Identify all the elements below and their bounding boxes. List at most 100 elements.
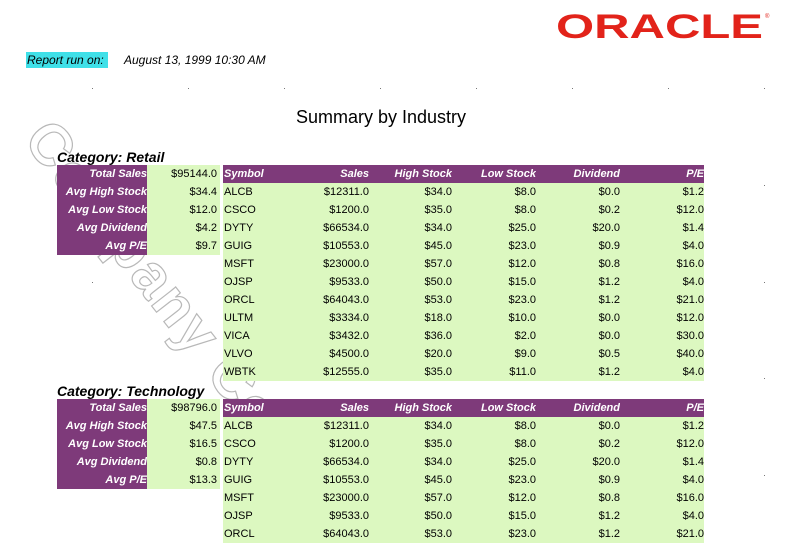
summary-row: Avg Low Stock $12.0 <box>57 201 220 219</box>
table-row: GUIG $10553.0 $45.0 $23.0 $0.9 $4.0 <box>223 237 704 255</box>
table-cell: OJSP <box>224 276 253 288</box>
column-header: Symbol <box>224 168 264 180</box>
table-cell: $34.0 <box>424 456 452 468</box>
table-row: ALCB $12311.0 $34.0 $8.0 $0.0 $1.2 <box>223 183 704 201</box>
table-cell: MSFT <box>224 492 254 504</box>
table-cell: VICA <box>224 330 250 342</box>
table-cell: $8.0 <box>514 204 536 216</box>
table-cell: $12.0 <box>508 492 536 504</box>
table-cell: CSCO <box>224 438 256 450</box>
table-cell: DYTY <box>224 456 254 468</box>
table-cell: ALCB <box>224 420 253 432</box>
table-cell: $1.2 <box>598 276 620 288</box>
table-cell: $20.0 <box>592 222 620 234</box>
table-cell: $12555.0 <box>323 366 369 378</box>
summary-row: Avg High Stock $34.4 <box>57 183 220 201</box>
table-header-row: Symbol Sales High Stock Low Stock Dividend P/… <box>223 165 704 183</box>
table-cell: $15.0 <box>508 510 536 522</box>
table-cell: $0.8 <box>598 492 620 504</box>
table-row: CSCO $1200.0 $35.0 $8.0 $0.2 $12.0 <box>223 435 704 453</box>
summary-label: Avg Low Stock <box>57 435 147 453</box>
summary-row: Avg Low Stock $16.5 <box>57 435 220 453</box>
table-cell: $0.9 <box>598 474 620 486</box>
table-cell: $25.0 <box>508 456 536 468</box>
summary-label: Avg High Stock <box>57 417 147 435</box>
table-cell: $1.2 <box>598 366 620 378</box>
table-cell: $12311.0 <box>323 420 369 432</box>
table-cell: $45.0 <box>424 474 452 486</box>
table-cell: $1.2 <box>682 186 704 198</box>
table-cell: $53.0 <box>424 528 452 540</box>
table-cell: $0.0 <box>598 186 620 198</box>
summary-value: $95144.0 <box>147 165 220 183</box>
summary-value: $98796.0 <box>147 399 220 417</box>
summary-row: Avg High Stock $47.5 <box>57 417 220 435</box>
table-cell: GUIG <box>224 240 253 252</box>
table-cell: $23.0 <box>508 528 536 540</box>
table-cell: $53.0 <box>424 294 452 306</box>
column-header: Sales <box>340 402 369 414</box>
table-cell: $9533.0 <box>329 276 369 288</box>
summary-label: Avg Dividend <box>57 453 147 471</box>
table-cell: $3432.0 <box>329 330 369 342</box>
table-cell: $16.0 <box>676 258 704 270</box>
data-table-retail: Symbol Sales High Stock Low Stock Dividend P/… <box>223 165 704 381</box>
table-cell: $0.2 <box>598 204 620 216</box>
table-cell: $50.0 <box>424 510 452 522</box>
table-cell: $23000.0 <box>323 258 369 270</box>
summary-value: $16.5 <box>147 435 220 453</box>
summary-label: Avg Low Stock <box>57 201 147 219</box>
table-cell: $1.2 <box>598 528 620 540</box>
data-table-technology: Symbol Sales High Stock Low Stock Dividend P/… <box>223 399 704 543</box>
column-header: Dividend <box>573 168 620 180</box>
summary-label: Avg P/E <box>57 471 147 489</box>
report-run-label: Report run on: <box>26 52 108 68</box>
summary-value: $12.0 <box>147 201 220 219</box>
logo-wordmark: ORACLE <box>556 10 763 40</box>
table-cell: $23.0 <box>508 474 536 486</box>
table-cell: $1.2 <box>682 420 704 432</box>
column-header: Low Stock <box>480 402 536 414</box>
table-cell: $0.0 <box>598 312 620 324</box>
table-row: DYTY $66534.0 $34.0 $25.0 $20.0 $1.4 <box>223 219 704 237</box>
svg-text:®: ® <box>765 13 770 20</box>
table-cell: $10553.0 <box>323 240 369 252</box>
table-cell: $30.0 <box>676 330 704 342</box>
table-row: ALCB $12311.0 $34.0 $8.0 $0.0 $1.2 <box>223 417 704 435</box>
table-row: MSFT $23000.0 $57.0 $12.0 $0.8 $16.0 <box>223 255 704 273</box>
table-cell: VLVO <box>224 348 253 360</box>
table-header-row: Symbol Sales High Stock Low Stock Dividend P/… <box>223 399 704 417</box>
table-row: OJSP $9533.0 $50.0 $15.0 $1.2 $4.0 <box>223 507 704 525</box>
table-cell: OJSP <box>224 510 253 522</box>
table-cell: $57.0 <box>424 492 452 504</box>
summary-value: $34.4 <box>147 183 220 201</box>
table-cell: $0.0 <box>598 330 620 342</box>
table-cell: $0.0 <box>598 420 620 432</box>
summary-row: Avg Dividend $0.8 <box>57 453 220 471</box>
table-cell: $50.0 <box>424 276 452 288</box>
table-row: GUIG $10553.0 $45.0 $23.0 $0.9 $4.0 <box>223 471 704 489</box>
column-header: P/E <box>686 402 704 414</box>
table-row: OJSP $9533.0 $50.0 $15.0 $1.2 $4.0 <box>223 273 704 291</box>
table-cell: $36.0 <box>424 330 452 342</box>
summary-row: Total Sales $95144.0 <box>57 165 220 183</box>
table-cell: $4.0 <box>682 276 704 288</box>
table-cell: $21.0 <box>676 528 704 540</box>
table-cell: $1.2 <box>598 510 620 522</box>
table-cell: $15.0 <box>508 276 536 288</box>
table-cell: ORCL <box>224 294 255 306</box>
table-row: ORCL $64043.0 $53.0 $23.0 $1.2 $21.0 <box>223 525 704 543</box>
column-header: High Stock <box>394 402 452 414</box>
table-cell: $64043.0 <box>323 528 369 540</box>
column-header: Symbol <box>224 402 264 414</box>
table-cell: $16.0 <box>676 492 704 504</box>
category-title-technology: Category: Technology <box>57 383 205 399</box>
table-cell: $12.0 <box>508 258 536 270</box>
table-cell: $23.0 <box>508 294 536 306</box>
table-cell: $1.4 <box>682 222 704 234</box>
table-cell: ALCB <box>224 186 253 198</box>
column-header: High Stock <box>394 168 452 180</box>
table-cell: $64043.0 <box>323 294 369 306</box>
table-cell: $0.9 <box>598 240 620 252</box>
